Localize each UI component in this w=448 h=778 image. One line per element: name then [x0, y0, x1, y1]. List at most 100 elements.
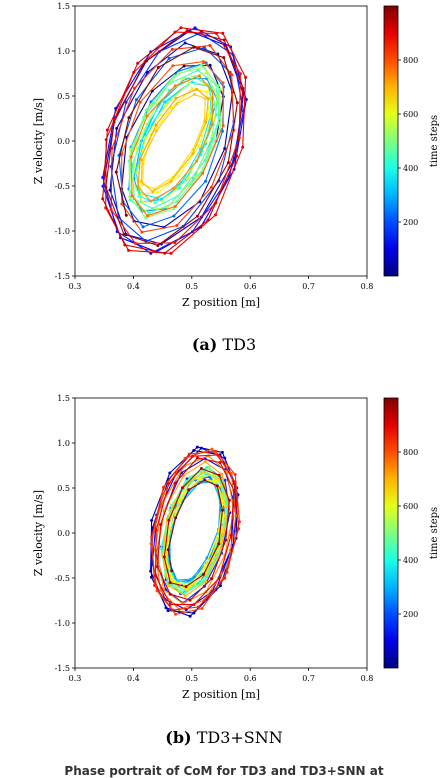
- trajectory-segment: [194, 135, 213, 177]
- trajectory-segment: [178, 66, 205, 74]
- trajectory-segment: [174, 457, 198, 484]
- trajectory-segment: [168, 455, 193, 484]
- trajectory-segment: [170, 582, 187, 588]
- x-tick-label: 0.8: [361, 674, 374, 683]
- trajectory-segment: [198, 113, 210, 146]
- trajectory-segment: [105, 122, 115, 188]
- trajectory-segment: [200, 554, 221, 584]
- trajectory-segment: [165, 607, 191, 617]
- trajectory-point: [212, 480, 216, 484]
- trajectory-segment: [204, 118, 220, 161]
- y-tick-label: -1.0: [55, 227, 70, 236]
- trajectory-segment: [139, 124, 157, 160]
- trajectory-point: [217, 542, 221, 546]
- x-tick-label: 0.3: [69, 282, 82, 291]
- trajectory-segment: [204, 535, 219, 566]
- trajectory-segment: [140, 160, 143, 182]
- x-tick-label: 0.4: [127, 282, 140, 291]
- trajectory-segment: [170, 593, 191, 601]
- trajectory-segment: [129, 196, 147, 219]
- trajectory-segment: [154, 176, 174, 190]
- trajectory-segment: [203, 61, 224, 84]
- chart-panel-a: 0.3 0.4 0.5 0.6 0.7 0.8 -1.5 -1.0 -0.5 0.0 0.5 1.0 1…: [0, 0, 448, 380]
- trajectory-segment: [196, 124, 213, 162]
- trajectory-segment: [191, 88, 207, 93]
- trajectory-segment: [105, 186, 125, 235]
- y-tick-label: -1.5: [55, 664, 70, 673]
- trajectory-point: [214, 449, 217, 453]
- trajectory-segment: [115, 171, 127, 216]
- trajectory-segment: [196, 88, 209, 100]
- trajectory-segment: [150, 570, 167, 608]
- trajectory-segment: [181, 457, 206, 474]
- colorbar: [383, 5, 399, 277]
- trajectory-segment: [141, 181, 154, 193]
- trajectory-segment: [225, 500, 230, 541]
- trajectory-segment: [141, 130, 158, 161]
- colorbar: [383, 397, 399, 669]
- trajectory-segment: [209, 45, 233, 76]
- trajectory-segment: [187, 30, 225, 41]
- y-axis-label: Z velocity [m/s]: [32, 98, 45, 184]
- trajectory-segment: [157, 175, 179, 194]
- trajectory-segment: [116, 231, 152, 254]
- trajectory-segment: [145, 105, 167, 139]
- x-tick-label: 0.6: [244, 282, 257, 291]
- x-tick-label: 0.8: [361, 282, 374, 291]
- trajectory-segment: [169, 497, 183, 529]
- trajectory-segment: [146, 85, 176, 117]
- trajectory-segment: [121, 102, 141, 155]
- trajectory-segment: [178, 476, 197, 501]
- trajectory-segment: [173, 180, 207, 217]
- trajectory-segment: [137, 186, 152, 202]
- trajectory-segment: [157, 215, 198, 246]
- trajectory-segment: [131, 195, 148, 217]
- trajectory-segment: [200, 128, 221, 174]
- x-axis-label: Z position [m]: [182, 296, 260, 309]
- trajectory-segment: [160, 589, 180, 610]
- trajectory-segment: [197, 457, 221, 464]
- trajectory-segment: [242, 77, 247, 148]
- trajectory-segment: [200, 113, 212, 150]
- trajectory-segment: [211, 95, 218, 136]
- trajectory-segment: [136, 130, 148, 169]
- trajectory-point: [216, 534, 220, 538]
- chart-panel-b: 0.3 0.4 0.5 0.6 0.7 0.8 -1.5 -1.0 -0.5 0.0 0.5 1.0 1…: [0, 392, 448, 754]
- trajectory-point: [220, 508, 224, 512]
- subcaption-a-label: (a): [191, 335, 218, 354]
- trajectory-segment: [230, 490, 235, 536]
- trajectory-segment: [155, 575, 171, 605]
- x-tick-label: 0.7: [302, 282, 315, 291]
- trajectory-segment: [177, 160, 206, 197]
- trajectory-segment: [163, 520, 170, 558]
- trajectory-point: [238, 520, 241, 524]
- trajectory-segment: [167, 549, 173, 571]
- trajectory-segment: [219, 462, 235, 491]
- trajectory-segment: [214, 146, 244, 216]
- trajectory-segment: [174, 202, 217, 244]
- trajectory-segment: [203, 543, 220, 575]
- trajectory-segment: [142, 215, 175, 228]
- trajectory-segment: [197, 577, 226, 608]
- trajectory-segment: [182, 591, 207, 605]
- trajectory-segment: [162, 518, 168, 556]
- trajectory-segment: [163, 589, 184, 605]
- trajectory-point: [159, 547, 163, 551]
- trajectory-point: [237, 527, 240, 531]
- trajectory-segment: [164, 219, 209, 254]
- trajectory-segment: [135, 242, 175, 244]
- y-tick-label: 0.5: [57, 92, 70, 101]
- trajectory-segment: [121, 188, 135, 222]
- trajectory-segment: [216, 33, 241, 75]
- y-axis-label: Z velocity [m/s]: [32, 490, 45, 576]
- trajectory-segment: [188, 479, 205, 491]
- trajectory-segment: [185, 573, 204, 588]
- trajectory-segment: [175, 578, 191, 581]
- trajectory-segment: [148, 200, 178, 214]
- trajectory-segment: [210, 130, 235, 188]
- subcaption-a: (a) TD3: [0, 335, 448, 354]
- trajectory-segment: [180, 27, 223, 34]
- trajectory-segment: [129, 149, 132, 191]
- y-tick-label: 1.0: [57, 439, 70, 448]
- trajectory-segment: [205, 72, 218, 97]
